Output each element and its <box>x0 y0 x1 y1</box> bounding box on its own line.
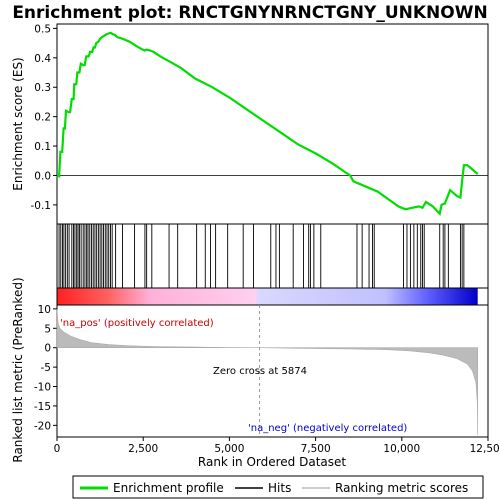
x-tick-label: 12,500 <box>470 443 500 455</box>
x-tick-label: 2,500 <box>128 443 158 455</box>
chart-title: Enrichment plot: RNCTGNYNRNCTGNY_UNKNOWN <box>12 3 487 23</box>
x-axis: 0 2,500 5,000 7,500 10,000 12,500 <box>54 437 500 455</box>
legend-box <box>72 475 484 499</box>
pos-label: 'na_pos' (positively correlated) <box>60 318 214 329</box>
es-y-tick-label: 0.5 <box>34 23 51 35</box>
es-panel-frame <box>56 23 489 225</box>
ranking-metric-area <box>56 308 478 436</box>
legend-label-hits: Hits <box>268 481 291 495</box>
es-y-tick-label: 0.0 <box>34 170 51 182</box>
ranked-metric-y-label: Ranked list metric (PreRanked) <box>11 277 25 462</box>
ranked-metric-y-tick-label: -10 <box>34 382 51 394</box>
neg-label: 'na_neg' (negatively correlated) <box>248 423 407 434</box>
enrichment-profile-line <box>56 31 479 216</box>
es-y-tick-label: 0.4 <box>34 53 51 65</box>
ranked-metric-y-tick-label: 0 <box>44 343 51 355</box>
x-tick-label: 5,000 <box>214 443 244 455</box>
ranked-metric-y-tick-label: -5 <box>41 362 51 374</box>
metric-color-bar <box>57 288 478 305</box>
ranked-metric-y-tick-label: 10 <box>38 304 51 316</box>
es-y-label: Enrichment score (ES) <box>11 57 25 190</box>
x-tick-label: 7,500 <box>301 443 331 455</box>
ranked-metric-y-tick-label: -20 <box>34 420 51 432</box>
x-axis-label: Rank in Ordered Dataset <box>198 455 346 469</box>
es-y-axis: -0.1 0.0 0.1 0.2 0.3 0.4 0.5 <box>31 23 57 212</box>
legend-label-enrichment: Enrichment profile <box>113 481 224 495</box>
enrichment-profile-series <box>56 31 479 216</box>
es-y-tick-label: 0.3 <box>34 82 51 94</box>
es-y-tick-label: -0.1 <box>31 200 52 212</box>
legend-entry-hits: Hits <box>235 481 291 495</box>
legend-label-ranking: Ranking metric scores <box>335 481 468 495</box>
ranked-metric-frame <box>56 304 489 438</box>
legend-entry-ranking: Ranking metric scores <box>302 481 468 495</box>
ranked-metric-y-tick-label: -15 <box>34 401 51 413</box>
es-y-tick-label: 0.2 <box>34 112 51 124</box>
ranked-metric-y-tick-label: 5 <box>44 323 51 335</box>
ranked-metric-y-axis: -20 -15 -10 -5 0 5 10 <box>34 304 57 432</box>
es-y-tick-label: 0.1 <box>34 141 51 153</box>
x-tick-label: 10,000 <box>383 443 420 455</box>
legend-entry-enrichment: Enrichment profile <box>80 481 224 495</box>
ranking-metric-series <box>56 308 478 436</box>
hits-marks <box>58 224 465 288</box>
x-tick-label: 0 <box>54 443 61 455</box>
zero-cross-label: Zero cross at 5874 <box>213 366 307 377</box>
hits-panel-frame <box>56 223 489 289</box>
